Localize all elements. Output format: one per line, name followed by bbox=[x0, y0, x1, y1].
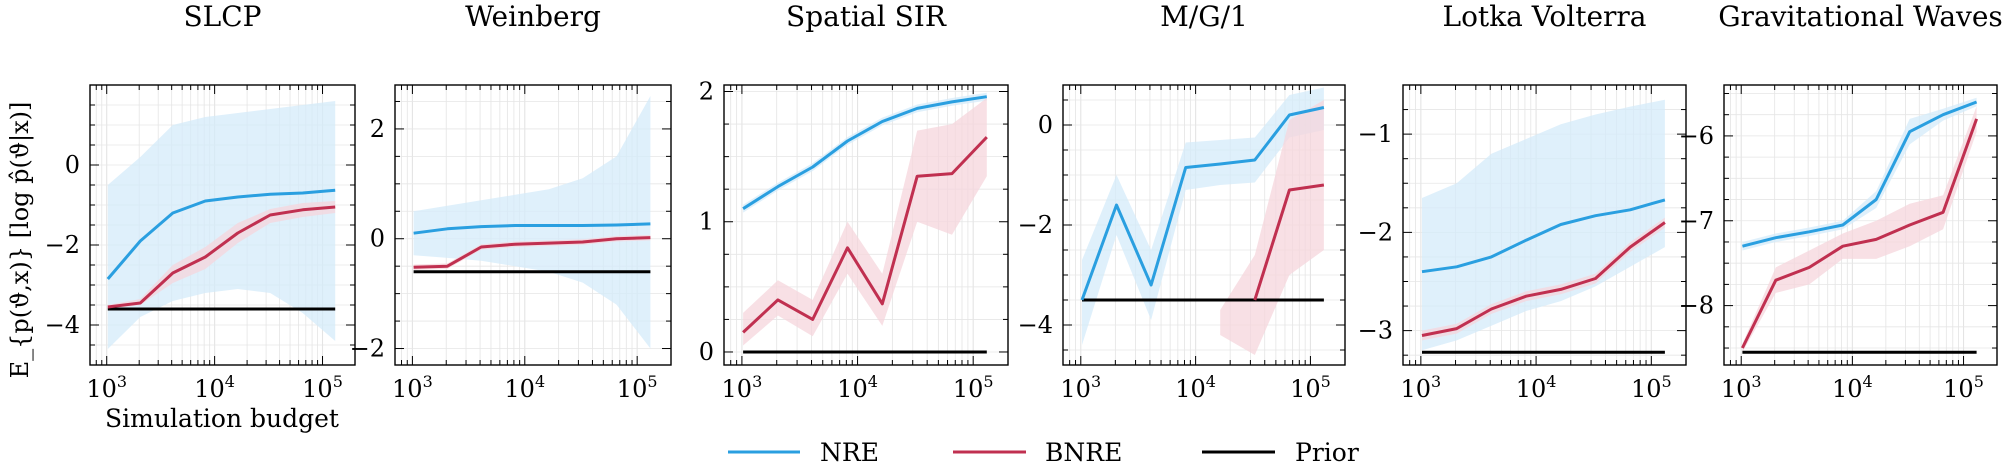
chart-title: Lotka Volterra bbox=[1442, 0, 1646, 33]
x-tick-label: 104 bbox=[504, 372, 545, 403]
chart-title: M/G/1 bbox=[1160, 0, 1248, 33]
plot-area bbox=[1741, 97, 1979, 354]
band-nre bbox=[1422, 99, 1665, 351]
panel-m-g-1: M/G/1 103 104 105 0 −2 −4 bbox=[1018, 0, 1346, 403]
x-tick-label: 104 bbox=[1832, 372, 1873, 403]
plot-frame bbox=[723, 84, 1009, 366]
x-tick-label: 105 bbox=[1631, 372, 1672, 403]
x-axis-label: Simulation budget bbox=[105, 404, 339, 433]
band-bnre bbox=[1220, 100, 1324, 355]
legend-entry-prior: Prior bbox=[1202, 438, 1359, 465]
series-line-nre bbox=[106, 188, 336, 280]
plot-area bbox=[742, 92, 988, 354]
chart-title: Gravitational Waves bbox=[1718, 0, 2003, 33]
shared-labels: E_{p(ϑ,x)} [log p̂(ϑ|x)] Simulation budg… bbox=[6, 102, 339, 433]
band-bnre bbox=[1742, 106, 1977, 353]
y-tick-label: −7 bbox=[1679, 207, 1714, 235]
y-tick-label: −2 bbox=[45, 231, 80, 259]
series-line-bnre bbox=[1741, 118, 1979, 349]
series-line-nre bbox=[742, 95, 988, 210]
plot-area bbox=[413, 96, 651, 349]
panel-gravitational-waves: Gravitational Waves 103 104 105 −6 −7 −8 bbox=[1679, 0, 2003, 403]
series-line-nre bbox=[1080, 106, 1325, 301]
y-tick-label: −4 bbox=[45, 311, 80, 339]
plot-area bbox=[1080, 87, 1325, 355]
legend: NRE BNRE Prior bbox=[728, 438, 1359, 465]
panel-spatial-sir: Spatial SIR 103 104 105 2 1 0 bbox=[699, 0, 1009, 403]
x-tick-label: 105 bbox=[1943, 372, 1984, 403]
grid bbox=[1724, 85, 1997, 365]
y-tick-label: −1 bbox=[1358, 120, 1393, 148]
x-tick-label: 103 bbox=[722, 372, 763, 403]
y-tick-label: −3 bbox=[1358, 317, 1393, 345]
y-tick-label: −2 bbox=[350, 335, 385, 363]
y-tick-label: 0 bbox=[699, 338, 714, 366]
x-tick-label: 103 bbox=[86, 372, 127, 403]
band-nre bbox=[1742, 97, 1977, 251]
x-tick-label: 104 bbox=[194, 372, 235, 403]
y-tick-label: −6 bbox=[1679, 122, 1714, 150]
band-nre bbox=[413, 96, 651, 349]
legend-label-bnre: BNRE bbox=[1045, 438, 1122, 465]
y-axis-label: E_{p(ϑ,x)} [log p̂(ϑ|x)] bbox=[6, 102, 35, 379]
series-line-nre bbox=[413, 222, 651, 235]
x-tick-label: 103 bbox=[392, 372, 433, 403]
y-tick-label: −2 bbox=[1358, 218, 1393, 246]
y-tick-label: −4 bbox=[1018, 311, 1053, 339]
plot-frame bbox=[394, 84, 672, 366]
x-tick-label: 105 bbox=[617, 372, 658, 403]
x-tick-label: 105 bbox=[953, 372, 994, 403]
plot-frame bbox=[1402, 84, 1687, 366]
band-bnre bbox=[413, 234, 651, 270]
x-tick-label: 105 bbox=[302, 372, 343, 403]
band-bnre bbox=[743, 98, 987, 346]
chart-title: SLCP bbox=[183, 0, 261, 33]
x-tick-label: 103 bbox=[1060, 372, 1101, 403]
legend-entry-nre: NRE bbox=[728, 438, 879, 465]
legend-label-prior: Prior bbox=[1295, 438, 1359, 465]
panel-slcp: SLCP 103 104 105 0 −2 −4 bbox=[45, 0, 356, 403]
y-tick-label: 2 bbox=[699, 78, 714, 106]
y-tick-label: −8 bbox=[1679, 292, 1714, 320]
series-line-bnre bbox=[1421, 221, 1666, 337]
y-tick-label: −2 bbox=[1018, 211, 1053, 239]
plot-area bbox=[1421, 99, 1666, 354]
panel-lotka-volterra: Lotka Volterra 103 104 105 −1 −2 −3 bbox=[1358, 0, 1687, 403]
band-nre bbox=[107, 101, 336, 349]
chart-title: Spatial SIR bbox=[786, 0, 947, 33]
series-line-bnre bbox=[413, 236, 651, 269]
y-tick-label: 0 bbox=[65, 151, 80, 179]
x-tick-label: 104 bbox=[1516, 372, 1557, 403]
band-bnre bbox=[1422, 217, 1665, 341]
series-line-nre bbox=[1742, 100, 1978, 248]
y-tick-label: 2 bbox=[370, 115, 385, 143]
y-tick-label: 0 bbox=[370, 225, 385, 253]
plot-area bbox=[106, 101, 336, 349]
series-line-nre bbox=[1421, 198, 1666, 274]
x-tick-label: 103 bbox=[1721, 372, 1762, 403]
series-line-bnre bbox=[107, 205, 336, 309]
legend-entry-bnre: BNRE bbox=[953, 438, 1122, 465]
legend-label-nre: NRE bbox=[820, 438, 879, 465]
band-nre bbox=[1082, 87, 1324, 345]
series-line-bnre bbox=[742, 136, 988, 334]
x-tick-label: 103 bbox=[1400, 372, 1441, 403]
y-tick-label: 0 bbox=[1038, 111, 1053, 139]
chart-title: Weinberg bbox=[465, 0, 601, 33]
series-line-bnre bbox=[1253, 183, 1325, 301]
y-tick-label: 1 bbox=[699, 208, 714, 236]
x-tick-label: 105 bbox=[1290, 372, 1331, 403]
plot-frame bbox=[1723, 84, 1998, 366]
x-tick-label: 104 bbox=[1175, 372, 1216, 403]
panel-weinberg: Weinberg 103 104 105 2 0 −2 bbox=[350, 0, 672, 403]
x-tick-label: 104 bbox=[837, 372, 878, 403]
